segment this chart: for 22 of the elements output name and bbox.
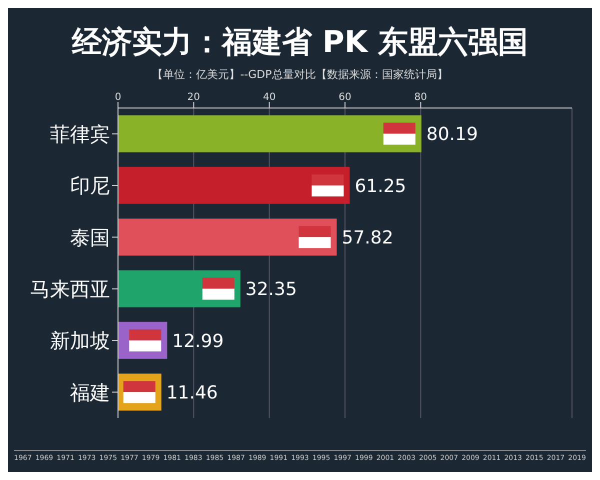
data-label: 57.82	[342, 227, 394, 248]
y-tick-label: 新加坡	[50, 328, 110, 353]
bar	[118, 115, 422, 152]
data-label: 61.25	[354, 176, 406, 197]
x-tick-label: 20	[187, 92, 200, 103]
data-label: 32.35	[245, 279, 297, 300]
y-tick-label: 马来西亚	[30, 276, 110, 301]
data-label: 80.19	[426, 124, 478, 146]
bar	[118, 166, 350, 204]
y-tick-label: 泰国	[70, 225, 110, 250]
data-label: 12.99	[172, 330, 224, 352]
x-tick-label: 80	[414, 92, 428, 103]
chart-title: 经济实力：福建省 PK 东盟六强国	[70, 24, 530, 62]
data-label: 11.46	[166, 382, 218, 404]
y-tick-label: 菲律宾	[50, 122, 110, 146]
y-tick-label: 福建	[70, 380, 110, 404]
x-tick-label: 60	[338, 92, 352, 103]
y-tick-label: 印尼	[70, 174, 110, 198]
x-tick-label: 0	[114, 92, 122, 103]
chart-subtitle: 【单位：亿美元】--GDP总量对比【数据来源：国家统计局】	[151, 67, 449, 82]
x-tick-label: 40	[262, 92, 276, 103]
bar	[118, 218, 337, 256]
